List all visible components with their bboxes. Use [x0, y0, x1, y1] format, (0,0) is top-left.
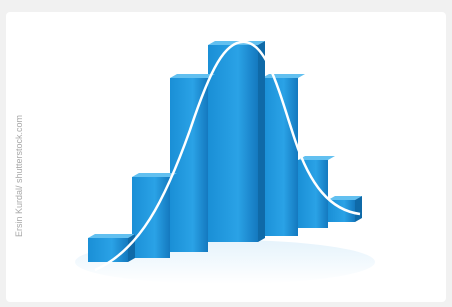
bar-top: [262, 74, 305, 78]
credit: Ersin Kurdal/ shutterstock.com: [14, 115, 24, 237]
bar: [208, 45, 258, 242]
bar-side: [128, 234, 135, 262]
bar-top: [88, 234, 135, 238]
page: Ersin Kurdal/ shutterstock.com (() => { …: [0, 0, 452, 307]
bar-top: [132, 173, 177, 177]
bar: [88, 238, 128, 262]
bar-side: [355, 196, 362, 222]
bar-side: [258, 41, 265, 242]
bar-top: [170, 74, 215, 78]
photo: Ersin Kurdal/ shutterstock.com: [0, 0, 452, 307]
bar: [262, 78, 298, 236]
